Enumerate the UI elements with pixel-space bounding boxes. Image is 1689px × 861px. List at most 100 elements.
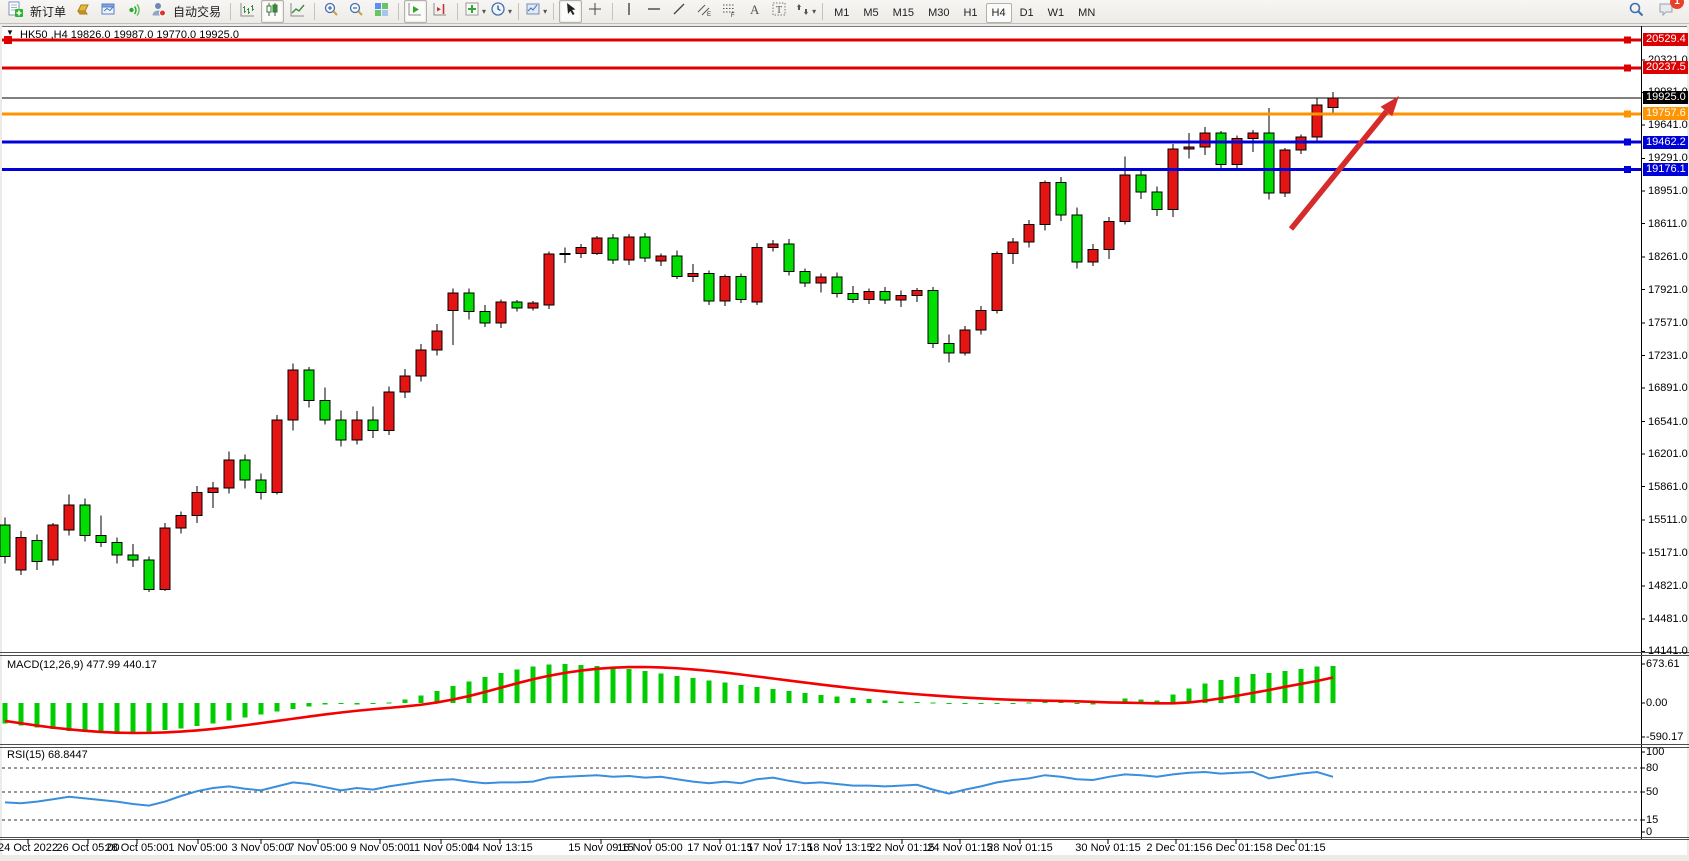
candle <box>575 247 587 254</box>
candle <box>367 419 379 431</box>
line-handle[interactable] <box>1624 110 1631 118</box>
macd-bar <box>466 681 472 703</box>
macd-bar <box>210 703 216 724</box>
new-order-button[interactable] <box>4 0 27 23</box>
candle <box>479 311 491 324</box>
line-handle[interactable] <box>1624 165 1631 173</box>
chevron-down-icon: ▾ <box>508 7 513 16</box>
trend-arrow-head[interactable] <box>1380 96 1399 117</box>
trendline-button[interactable] <box>668 0 691 23</box>
candle <box>591 237 603 254</box>
macd-bar <box>258 703 264 715</box>
candle <box>1087 248 1099 263</box>
horizontal-line-button[interactable] <box>643 0 666 23</box>
candle <box>1055 182 1067 216</box>
text-label-button[interactable]: T <box>768 0 791 23</box>
candle <box>79 504 91 537</box>
timeframe-H4[interactable]: H4 <box>985 2 1012 23</box>
cursor-button[interactable] <box>559 0 583 23</box>
candle <box>911 290 923 296</box>
tile-windows-button[interactable] <box>370 0 393 23</box>
candle <box>0 524 11 558</box>
data-window-button[interactable] <box>97 0 120 23</box>
indicators-icon <box>464 1 481 23</box>
equidistant-channel-button[interactable]: E <box>693 0 716 23</box>
candle <box>271 419 283 494</box>
notifications-button[interactable]: 1 <box>1655 0 1684 23</box>
macd-bar <box>1202 683 1208 703</box>
svg-text:F: F <box>731 13 735 18</box>
crosshair-button[interactable] <box>584 0 607 23</box>
line-handle[interactable] <box>1624 138 1631 146</box>
fibonacci-button[interactable]: F <box>718 0 741 23</box>
macd-bar <box>162 703 168 731</box>
auto-trading-icon <box>150 1 167 23</box>
candle <box>15 537 27 571</box>
templates-button[interactable]: ▾ <box>524 0 548 23</box>
macd-bar <box>274 703 280 712</box>
macd-bar <box>98 703 104 733</box>
candle <box>399 375 411 393</box>
line-chart-icon <box>289 1 306 23</box>
auto-trading-label[interactable]: 自动交易 <box>173 5 222 19</box>
chart-shift-button[interactable] <box>429 0 452 23</box>
macd-bar <box>770 689 776 703</box>
timeframe-D1[interactable]: D1 <box>1019 6 1034 19</box>
macd-bar <box>1154 700 1160 703</box>
new-order-label[interactable]: 新订单 <box>30 5 67 19</box>
market-watch-button[interactable] <box>72 0 95 23</box>
zoom-out-button[interactable] <box>345 0 368 23</box>
text-button[interactable]: A <box>743 0 766 23</box>
macd-bar <box>50 703 56 730</box>
line-handle[interactable] <box>1624 36 1631 44</box>
candlestick-chart-button[interactable] <box>261 0 285 23</box>
candle <box>655 255 667 262</box>
timeframe-W1[interactable]: W1 <box>1047 6 1065 19</box>
search-icon <box>1628 1 1645 23</box>
macd-bar <box>1074 703 1080 704</box>
timeframe-H1[interactable]: H1 <box>963 6 978 19</box>
candle <box>927 290 939 344</box>
timeframe-M30[interactable]: M30 <box>928 6 950 19</box>
macd-bar <box>178 703 184 729</box>
arrows-button[interactable]: ▾ <box>793 0 817 23</box>
chart-surface[interactable] <box>2 26 1687 855</box>
vertical-line-button[interactable] <box>618 0 641 23</box>
macd-bar <box>690 678 696 703</box>
candle <box>991 252 1003 312</box>
search-button[interactable] <box>1625 0 1648 23</box>
timeframe-M1[interactable]: M1 <box>834 6 850 19</box>
macd-bar <box>1330 665 1336 703</box>
line-handle[interactable] <box>4 35 12 44</box>
candle <box>1247 132 1259 139</box>
line-handle[interactable] <box>1624 64 1631 72</box>
macd-bar <box>946 703 952 704</box>
indicators-button[interactable]: ▾ <box>463 0 487 23</box>
candle <box>223 459 235 489</box>
line-chart-button[interactable] <box>286 0 309 23</box>
zoom-in-button[interactable] <box>320 0 343 23</box>
timeframe-M15[interactable]: M15 <box>892 6 915 19</box>
signal-icon <box>125 1 142 23</box>
macd-bar <box>66 703 72 731</box>
periods-button[interactable]: ▾ <box>489 0 513 23</box>
macd-bar <box>642 671 648 703</box>
macd-bar <box>562 664 568 703</box>
signal-button[interactable] <box>122 0 145 23</box>
trend-arrow[interactable] <box>1288 109 1389 231</box>
timeframe-M5[interactable]: M5 <box>863 6 879 19</box>
macd-bar <box>18 703 24 726</box>
auto-scroll-button[interactable] <box>404 0 428 23</box>
candle <box>255 479 267 494</box>
timeframe-MN[interactable]: MN <box>1078 6 1096 19</box>
new-order-icon <box>7 1 24 23</box>
macd-bar <box>818 694 824 703</box>
bar-chart-button[interactable] <box>236 0 259 23</box>
macd-bar <box>1058 702 1064 704</box>
auto-trading-button[interactable] <box>147 0 170 23</box>
candle <box>1183 146 1195 150</box>
candle <box>1199 132 1211 148</box>
macd-bar <box>882 700 888 703</box>
